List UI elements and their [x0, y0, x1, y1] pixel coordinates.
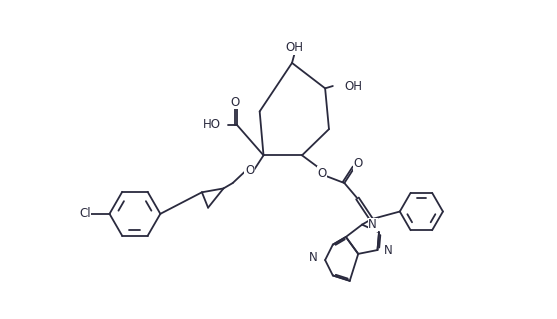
Text: OH: OH	[344, 79, 363, 93]
Text: N: N	[384, 243, 392, 256]
Text: O: O	[354, 157, 363, 170]
Text: OH: OH	[285, 41, 304, 54]
Text: O: O	[317, 167, 326, 180]
Text: N: N	[309, 251, 317, 264]
Text: O: O	[245, 164, 255, 177]
Text: N: N	[368, 218, 377, 231]
Text: O: O	[231, 96, 240, 109]
Text: Cl: Cl	[79, 207, 91, 220]
Text: HO: HO	[202, 118, 221, 131]
